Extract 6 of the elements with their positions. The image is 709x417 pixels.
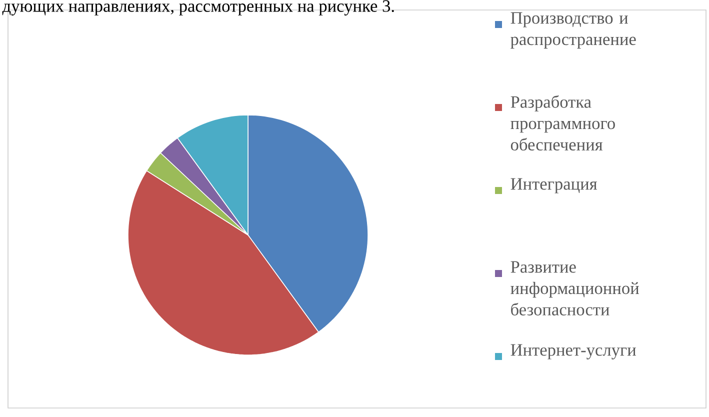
legend-label: Развитие информационной безопасности (510, 261, 639, 316)
legend-label: Разработка программного обеспечения (510, 95, 615, 150)
legend-label: Интернет-услуги (510, 344, 636, 360)
legend-label: Интеграция (510, 178, 598, 194)
legend-label: Производство и распространение (510, 12, 636, 49)
text: дующих направлениях, рассмотренных на рисунке 3. (2, 0, 394, 16)
